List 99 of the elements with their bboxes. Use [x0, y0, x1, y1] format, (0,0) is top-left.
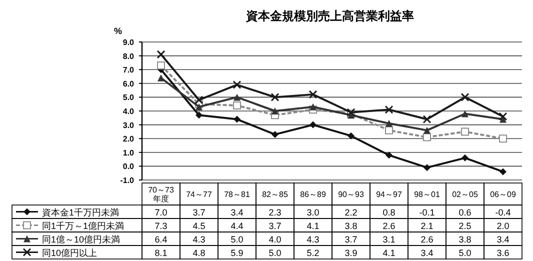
data-label: 4.4 [230, 220, 244, 231]
data-label: 4.1 [382, 248, 396, 258]
y-axis-title: % [114, 26, 122, 36]
y-tick-label: 2.0 [122, 134, 135, 144]
point [424, 126, 430, 134]
data-label: 4.0 [268, 234, 282, 244]
data-label: 3.6 [496, 248, 510, 258]
point [234, 116, 240, 123]
y-tick-label: 3.0 [122, 120, 135, 130]
data-label: 3.4 [230, 207, 244, 218]
x-tick-label: 02～05 [452, 190, 478, 199]
data-label: 5.0 [458, 248, 472, 258]
legend-label: 同10億円以上 [42, 248, 98, 258]
y-tick-label: 1.0 [122, 148, 135, 158]
data-label: 4.3 [192, 234, 206, 244]
point [385, 126, 393, 134]
chart-title: 資本金規模別売上高営業利益率 [245, 9, 414, 23]
point [156, 50, 166, 59]
x-tick-label: 94～97 [376, 190, 402, 199]
point [462, 154, 468, 162]
data-label: 3.7 [344, 234, 358, 244]
data-label: 3.7 [268, 220, 282, 231]
data-label: 3.8 [458, 234, 472, 244]
data-label: 7.0 [154, 207, 168, 218]
data-label: 7.3 [154, 220, 168, 231]
point [310, 103, 316, 110]
point [500, 168, 506, 176]
x-tick-label: 86～89 [300, 190, 326, 199]
y-tick-label: 6.0 [122, 79, 135, 88]
data-label: 5.9 [230, 248, 244, 258]
y-tick-label: 4.0 [122, 107, 135, 116]
point [270, 92, 280, 102]
data-label: 3.7 [192, 207, 206, 218]
x-tick-label: 82～85 [262, 190, 288, 199]
y-tick-label: 5.0 [122, 93, 135, 102]
data-label: 0.6 [458, 207, 472, 218]
y-tick-label: -1.0 [120, 176, 135, 185]
point [310, 121, 316, 128]
y-tick-label: 9.0 [122, 38, 135, 47]
point [461, 128, 469, 136]
point [157, 61, 165, 70]
data-label: -0.4 [495, 207, 511, 218]
data-label: 2.5 [458, 220, 472, 231]
point [196, 103, 202, 110]
data-label: 3.4 [496, 234, 510, 244]
legend-label: 資本金1千万円未満 [42, 207, 120, 218]
data-label: 2.6 [420, 234, 434, 244]
data-label: 3.0 [306, 207, 320, 218]
data-label: 2.2 [344, 207, 358, 218]
y-tick-label: 8.0 [122, 52, 135, 61]
data-label: 0.8 [382, 207, 396, 218]
x-tick-label: 06～09 [490, 190, 516, 199]
legend-label: 同1千万～1億円未満 [42, 220, 124, 231]
data-label: 5.0 [230, 234, 244, 244]
point [424, 164, 430, 172]
data-label: 3.1 [382, 234, 396, 244]
point [423, 133, 431, 142]
point [462, 110, 468, 118]
data-label: 4.5 [192, 220, 206, 231]
data-label: 2.1 [420, 220, 434, 231]
data-label: 2.3 [268, 207, 282, 218]
data-label: 6.4 [154, 234, 168, 244]
data-label: 8.1 [154, 248, 168, 258]
point [499, 134, 507, 143]
point [498, 112, 508, 121]
point [233, 101, 241, 110]
x-tick-label: 90～93 [338, 190, 364, 199]
data-label: 2.0 [496, 220, 510, 231]
x-tick-label: 78～81 [224, 190, 250, 199]
point [194, 96, 204, 104]
data-label: 3.9 [344, 248, 358, 258]
point [272, 108, 278, 114]
point [232, 80, 242, 90]
point [460, 92, 470, 102]
data-label: 3.8 [344, 220, 358, 231]
y-tick-label: 7.0 [122, 66, 135, 75]
x-tick-label: 98～01 [414, 190, 440, 199]
y-tick-label: 0.0 [122, 162, 135, 172]
point [196, 112, 202, 119]
point [384, 105, 394, 114]
x-tick-label: 74～77 [186, 190, 212, 199]
point [234, 94, 240, 101]
data-label: 3.4 [420, 248, 434, 258]
point [386, 120, 392, 127]
data-label: 4.3 [306, 234, 320, 244]
point [348, 132, 354, 140]
point [272, 130, 278, 138]
data-label: 5.0 [268, 248, 282, 258]
data-label: 5.2 [306, 248, 320, 258]
point [308, 90, 318, 99]
point [158, 74, 164, 82]
legend-label: 同1億～10億円未満 [42, 234, 120, 244]
x-tick-label: 70～73 年度 [148, 186, 174, 204]
point [422, 115, 432, 124]
data-label: 4.1 [306, 220, 320, 231]
data-label: 4.8 [192, 248, 206, 258]
data-label: -0.1 [419, 207, 435, 218]
data-label: 2.6 [382, 220, 396, 231]
point [386, 152, 392, 159]
